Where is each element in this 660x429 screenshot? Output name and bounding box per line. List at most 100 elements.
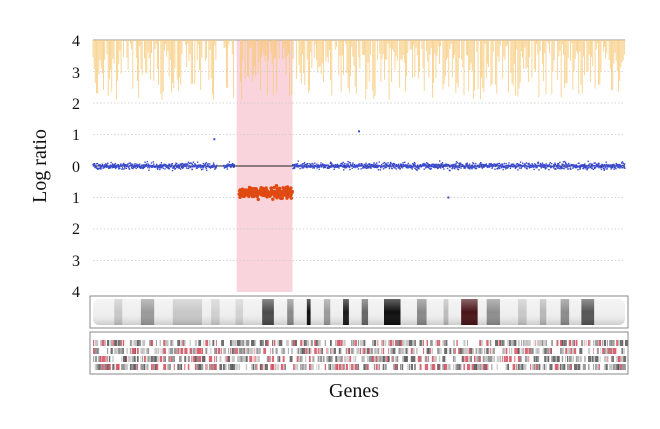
gene-mark <box>382 340 384 346</box>
normal-point <box>226 166 229 168</box>
gene-mark <box>400 340 403 346</box>
normal-point <box>539 164 541 167</box>
gene-mark <box>370 348 373 354</box>
gene-mark <box>437 348 440 354</box>
normal-point <box>335 166 338 168</box>
normal-point <box>376 162 378 164</box>
normal-point <box>596 163 599 166</box>
normal-point <box>591 163 594 165</box>
gene-mark <box>208 340 211 346</box>
normal-point <box>418 168 420 170</box>
gene-mark <box>215 340 217 346</box>
gene-mark <box>561 364 565 370</box>
normal-point <box>365 162 367 165</box>
gene-mark <box>265 364 268 370</box>
normal-point <box>442 166 444 168</box>
normal-point <box>212 164 214 167</box>
normal-point <box>148 165 151 167</box>
gene-mark <box>235 340 237 346</box>
normal-point <box>427 166 430 169</box>
gene-mark <box>554 364 557 370</box>
gene-mark <box>198 356 202 362</box>
gene-mark <box>212 364 216 370</box>
normal-point <box>316 164 319 167</box>
normal-point <box>528 165 530 167</box>
gene-mark <box>370 356 374 362</box>
gene-mark <box>363 348 366 354</box>
normal-point <box>605 161 607 163</box>
gene-mark <box>293 364 295 370</box>
normal-point <box>578 166 580 168</box>
gene-mark <box>387 356 390 362</box>
gene-mark <box>617 364 620 370</box>
gene-mark <box>384 340 387 346</box>
normal-point <box>158 167 161 169</box>
gene-mark <box>556 356 559 362</box>
normal-point <box>547 164 550 167</box>
gene-mark <box>258 356 260 362</box>
gene-mark <box>330 348 332 354</box>
gene-mark <box>612 356 614 362</box>
normal-point <box>333 164 335 166</box>
gene-mark <box>152 364 154 370</box>
gene-mark <box>603 348 606 354</box>
normal-point <box>541 162 544 164</box>
normal-point <box>608 164 611 167</box>
normal-point <box>534 164 537 166</box>
normal-point <box>588 164 591 167</box>
gene-mark <box>284 348 286 354</box>
normal-point <box>359 163 361 165</box>
gene-mark <box>565 364 567 370</box>
gene-mark <box>335 348 336 354</box>
gene-mark <box>187 364 190 370</box>
normal-point <box>431 165 434 167</box>
normal-point <box>342 164 345 166</box>
normal-point <box>407 164 409 166</box>
normal-point <box>223 164 225 167</box>
gene-mark <box>561 356 564 362</box>
normal-point <box>138 165 140 168</box>
normal-point <box>121 165 123 167</box>
normal-point <box>129 162 131 164</box>
normal-point <box>147 166 149 169</box>
gene-mark <box>337 356 341 362</box>
normal-point <box>523 165 526 167</box>
normal-point <box>590 163 593 165</box>
normal-point <box>604 166 606 169</box>
normal-point <box>139 165 142 168</box>
gene-mark <box>410 364 414 370</box>
normal-point <box>614 165 616 168</box>
gene-mark <box>366 364 369 370</box>
gene-mark <box>377 356 379 362</box>
gene-mark <box>570 364 573 370</box>
normal-point <box>544 168 547 170</box>
normal-point <box>457 168 460 171</box>
gene-mark <box>301 364 304 370</box>
normal-point <box>181 163 184 165</box>
gene-track-frame <box>89 331 629 375</box>
normal-point <box>524 166 526 169</box>
normal-point <box>292 167 294 170</box>
gene-mark <box>352 356 354 362</box>
normal-point <box>208 165 210 168</box>
normal-point <box>123 163 125 165</box>
gene-mark <box>124 356 128 362</box>
gene-mark <box>505 356 509 362</box>
gene-mark <box>177 364 180 370</box>
gene-mark <box>331 364 335 370</box>
gene-mark <box>238 364 240 370</box>
gene-mark <box>358 348 360 354</box>
normal-point <box>389 166 391 168</box>
normal-point <box>200 165 202 167</box>
normal-point <box>535 165 537 168</box>
normal-point <box>524 163 526 165</box>
gene-mark <box>314 340 317 346</box>
normal-point <box>554 168 556 170</box>
gene-mark <box>389 340 393 346</box>
normal-point <box>425 162 428 164</box>
normal-point <box>473 167 476 169</box>
normal-point <box>552 165 554 167</box>
gene-mark <box>238 340 242 346</box>
normal-point <box>205 162 208 164</box>
gene-mark <box>331 348 333 354</box>
